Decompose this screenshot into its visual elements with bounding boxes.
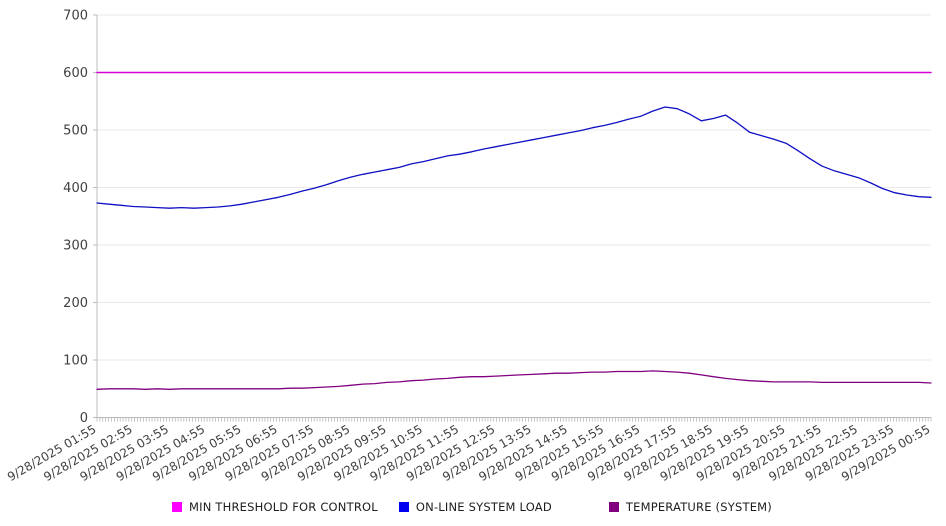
y-tick-label: 500 — [63, 124, 88, 139]
y-tick-label: 300 — [63, 239, 88, 254]
y-tick-label: 200 — [63, 296, 88, 311]
legend-item-min-threshold: MIN THRESHOLD FOR CONTROL — [172, 500, 378, 514]
chart-legend: MIN THRESHOLD FOR CONTROL ON-LINE SYSTEM… — [172, 499, 772, 515]
y-tick-label: 0 — [80, 411, 88, 426]
y-tick-label: 600 — [63, 66, 88, 81]
series-line-2 — [96, 370, 932, 390]
legend-label: ON-LINE SYSTEM LOAD — [415, 500, 552, 514]
y-tick-label: 700 — [63, 9, 88, 24]
y-tick-label: 400 — [63, 181, 88, 196]
legend-swatch-icon — [608, 502, 619, 512]
legend-swatch-icon — [172, 502, 182, 512]
line-chart: 0 100 200 300 400 500 600 700 9/28/2025 01:55 9/2… — [5, 9, 933, 485]
y-tick-label: 100 — [63, 354, 88, 369]
legend-label: TEMPERATURE (SYSTEM) — [625, 500, 772, 514]
legend-item-temperature: TEMPERATURE (SYSTEM) — [608, 500, 772, 514]
legend-swatch-icon — [398, 502, 409, 512]
legend-label: MIN THRESHOLD FOR CONTROL — [189, 500, 378, 514]
legend-item-system-load: ON-LINE SYSTEM LOAD — [398, 500, 552, 514]
series-line-1 — [96, 106, 932, 209]
